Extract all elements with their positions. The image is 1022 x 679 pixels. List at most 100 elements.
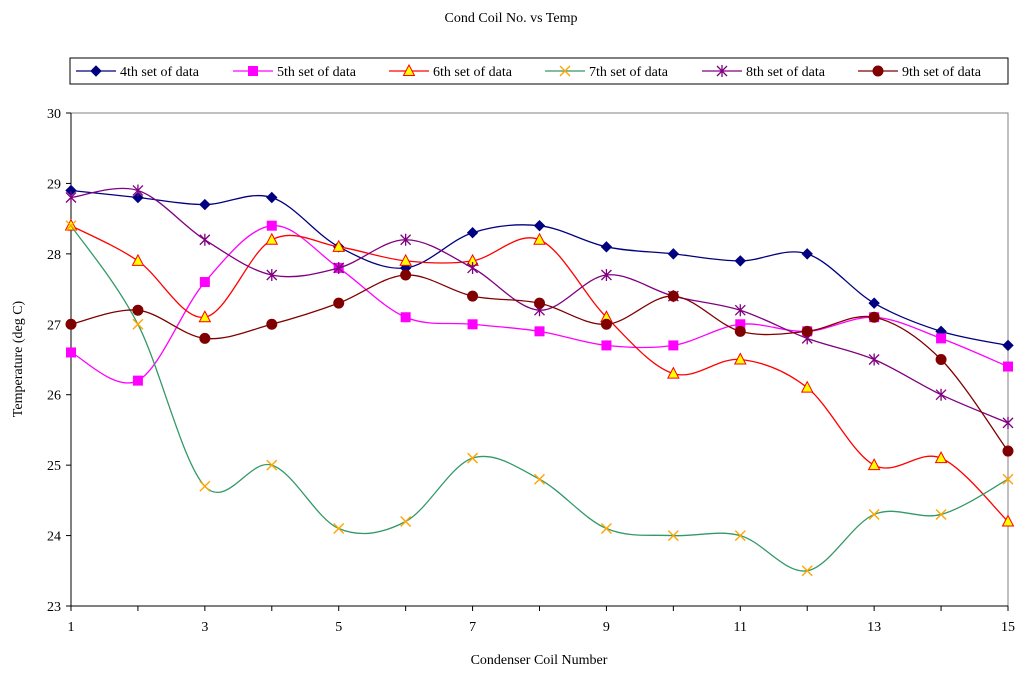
data-point [266, 191, 278, 204]
data-point [801, 325, 813, 337]
data-point [198, 310, 212, 323]
y-tick-label: 30 [47, 107, 61, 122]
y-tick-label: 28 [47, 248, 61, 263]
data-point [600, 318, 612, 330]
data-point [868, 353, 880, 366]
data-point [266, 318, 278, 330]
series-6 [65, 269, 1014, 457]
legend-label: 6th set of data [433, 65, 513, 80]
data-point [667, 248, 680, 260]
data-point [132, 318, 144, 330]
data-point [199, 233, 211, 246]
data-point [600, 523, 612, 535]
legend-label: 5th set of data [277, 65, 357, 80]
legend: 4th set of data 5th set of data 6th set of… [69, 57, 1009, 85]
x-tick-label: 11 [734, 620, 747, 635]
data-point [199, 480, 211, 492]
data-point [868, 311, 880, 323]
legend-label: 9th set of data [902, 65, 982, 80]
y-tick-label: 24 [47, 530, 61, 545]
data-point [934, 451, 948, 464]
series-5 [65, 184, 1014, 429]
data-point [800, 380, 814, 393]
data-point [65, 191, 77, 204]
y-tick-label: 26 [47, 389, 61, 404]
data-point [333, 261, 345, 274]
data-point [734, 530, 746, 542]
data-point [1002, 445, 1014, 457]
legend-entry: 5th set of data [233, 65, 357, 80]
data-point [265, 232, 279, 245]
x-tick-label: 1 [68, 620, 75, 635]
data-point [734, 255, 746, 267]
data-point [667, 366, 680, 379]
legend-entry: 8th set of data [702, 65, 826, 80]
legend-entry: 6th set of data [389, 63, 513, 80]
data-point [400, 233, 412, 246]
data-point [601, 340, 612, 351]
data-point [199, 198, 211, 211]
data-point [1002, 473, 1014, 485]
data-point [600, 241, 613, 253]
data-point [534, 297, 545, 309]
data-point [868, 297, 880, 309]
data-point [935, 354, 947, 365]
data-point [1003, 361, 1013, 372]
data-point [131, 253, 145, 266]
data-point [333, 523, 345, 535]
x-tick-label: 13 [867, 620, 881, 635]
y-tick-label: 23 [47, 600, 61, 615]
y-tick-label: 27 [47, 318, 61, 333]
data-point [734, 304, 746, 317]
data-point [266, 220, 277, 231]
data-point [467, 290, 479, 302]
data-point [333, 297, 345, 309]
chart-title: Cond Coil No. vs Temp [445, 11, 578, 26]
legend-label: 8th set of data [746, 65, 826, 80]
legend-marker [90, 65, 102, 77]
x-tick-label: 3 [201, 620, 208, 635]
data-point [667, 290, 679, 302]
data-point [668, 340, 679, 351]
data-point [533, 219, 546, 232]
data-point [734, 325, 746, 337]
x-tick-label: 15 [1001, 620, 1015, 635]
legend-marker [402, 63, 416, 76]
data-point [1002, 339, 1014, 352]
data-point [867, 458, 881, 471]
data-point [467, 261, 479, 274]
legend-label: 4th set of data [120, 65, 200, 80]
data-point [132, 191, 144, 204]
data-point [400, 515, 412, 527]
data-point [935, 388, 947, 401]
legend-marker [872, 65, 884, 77]
data-point [199, 332, 211, 344]
data-point [600, 268, 612, 281]
data-point [400, 269, 412, 281]
series-4 [65, 220, 1014, 577]
data-point [1001, 514, 1015, 527]
legend-marker [559, 65, 571, 77]
x-tick-label: 7 [469, 620, 476, 635]
data-point [132, 375, 143, 386]
x-tick-label: 9 [603, 620, 610, 635]
data-point [132, 184, 144, 197]
data-point [801, 248, 813, 260]
data-point [466, 227, 479, 239]
data-point [667, 530, 679, 542]
data-point [533, 232, 546, 245]
legend-entry: 7th set of data [545, 65, 669, 80]
data-point [65, 220, 77, 232]
y-tick-label: 29 [47, 177, 61, 192]
data-point [935, 508, 947, 520]
y-tick-label: 25 [47, 459, 61, 474]
x-tick-label: 5 [335, 620, 342, 635]
data-point [534, 473, 545, 485]
legend-label: 7th set of data [589, 65, 669, 80]
data-point [534, 326, 545, 337]
plot-frame [70, 112, 1009, 607]
data-point [467, 319, 478, 330]
data-point [66, 347, 76, 358]
data-point [733, 352, 747, 365]
